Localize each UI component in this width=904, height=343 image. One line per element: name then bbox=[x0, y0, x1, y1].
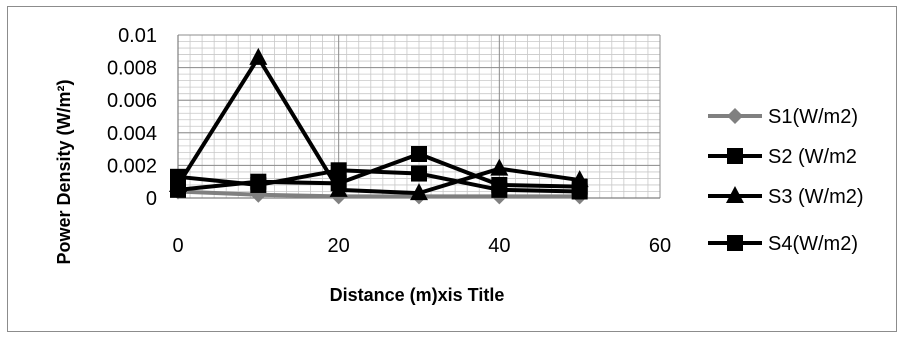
x-tick-label: 40 bbox=[488, 235, 510, 257]
series-group bbox=[169, 47, 589, 205]
y-axis-label: Power Density (W/m²) bbox=[54, 79, 74, 264]
tick-labels: 0 0.002 0.004 0.006 0.008 0.01 0 20 40 60 bbox=[107, 25, 671, 257]
legend-item-3: S3 (W/m2) bbox=[708, 186, 864, 208]
y-tick-label: 0.006 bbox=[107, 90, 157, 112]
legend-marker bbox=[726, 186, 744, 203]
y-tick-label: 0.002 bbox=[107, 155, 157, 177]
legend-marker bbox=[727, 235, 743, 251]
y-tick-label: 0.004 bbox=[107, 123, 157, 145]
data-point bbox=[330, 175, 347, 192]
series-line bbox=[176, 55, 580, 196]
data-point bbox=[411, 145, 427, 162]
data-point bbox=[410, 183, 428, 201]
legend-label: S4(W/m2) bbox=[768, 233, 858, 255]
legend-label: S2 (W/m2 bbox=[768, 146, 857, 168]
legend-marker bbox=[727, 148, 743, 164]
data-point bbox=[571, 178, 588, 195]
data-point bbox=[250, 173, 267, 190]
x-axis-label: Distance (m)xis Title bbox=[330, 285, 505, 305]
legend: S1(W/m2) S2 (W/m2 S3 (W/m2) S4(W/m2) bbox=[708, 106, 864, 255]
legend-marker bbox=[727, 108, 743, 124]
x-tick-label: 0 bbox=[172, 235, 183, 257]
series-line bbox=[177, 151, 580, 192]
data-point bbox=[170, 181, 186, 198]
legend-label: S1(W/m2) bbox=[768, 106, 858, 128]
legend-item-4: S4(W/m2) bbox=[708, 233, 858, 255]
data-point bbox=[249, 47, 268, 65]
legend-item-1: S1(W/m2) bbox=[708, 106, 858, 128]
series-4 bbox=[170, 145, 588, 198]
y-tick-label: 0 bbox=[146, 188, 157, 210]
data-point bbox=[490, 158, 509, 176]
y-tick-label: 0.01 bbox=[118, 25, 157, 47]
y-tick-label: 0.008 bbox=[107, 58, 157, 80]
data-point bbox=[491, 176, 508, 193]
legend-label: S3 (W/m2) bbox=[768, 186, 864, 208]
x-tick-label: 60 bbox=[649, 235, 671, 257]
series-line bbox=[177, 189, 580, 199]
data-point bbox=[411, 165, 427, 182]
x-tick-label: 20 bbox=[328, 235, 350, 257]
data-point bbox=[330, 162, 347, 179]
chart-border bbox=[7, 6, 897, 332]
legend-item-2: S2 (W/m2 bbox=[708, 146, 857, 168]
